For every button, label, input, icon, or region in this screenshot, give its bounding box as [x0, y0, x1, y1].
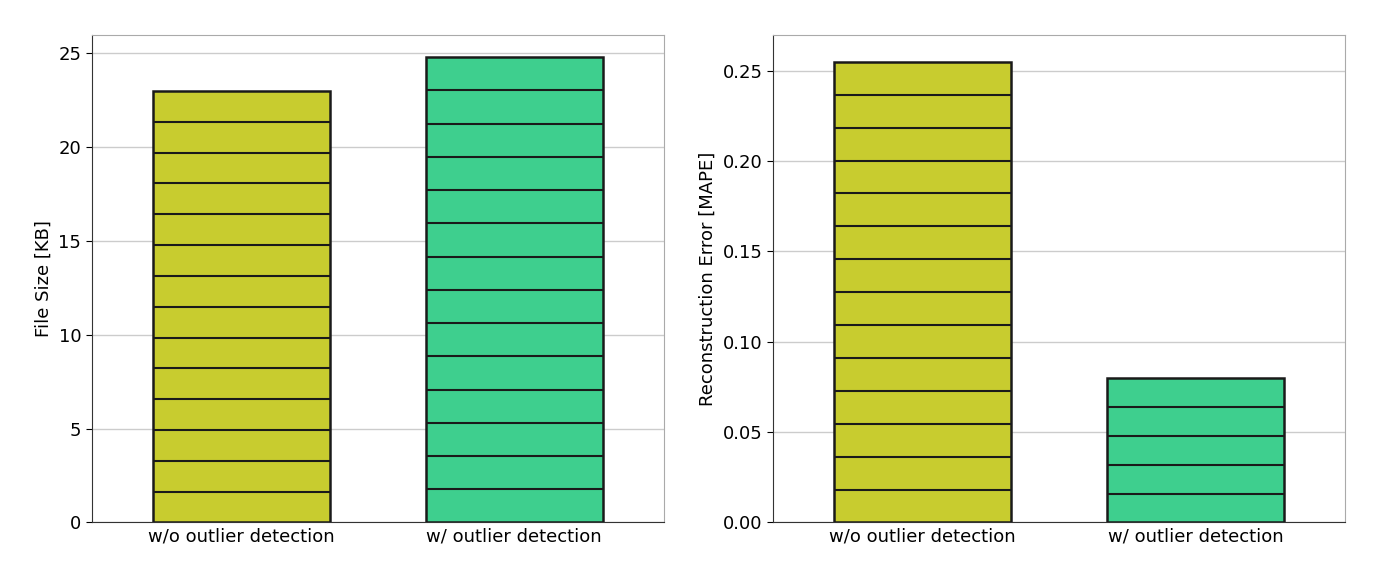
- Bar: [425, 57, 603, 523]
- Bar: [834, 62, 1012, 523]
- Y-axis label: Reconstruction Error [MAPE]: Reconstruction Error [MAPE]: [698, 151, 716, 405]
- Y-axis label: File Size [KB]: File Size [KB]: [34, 220, 52, 337]
- Bar: [1107, 378, 1283, 523]
- Bar: [153, 91, 330, 523]
